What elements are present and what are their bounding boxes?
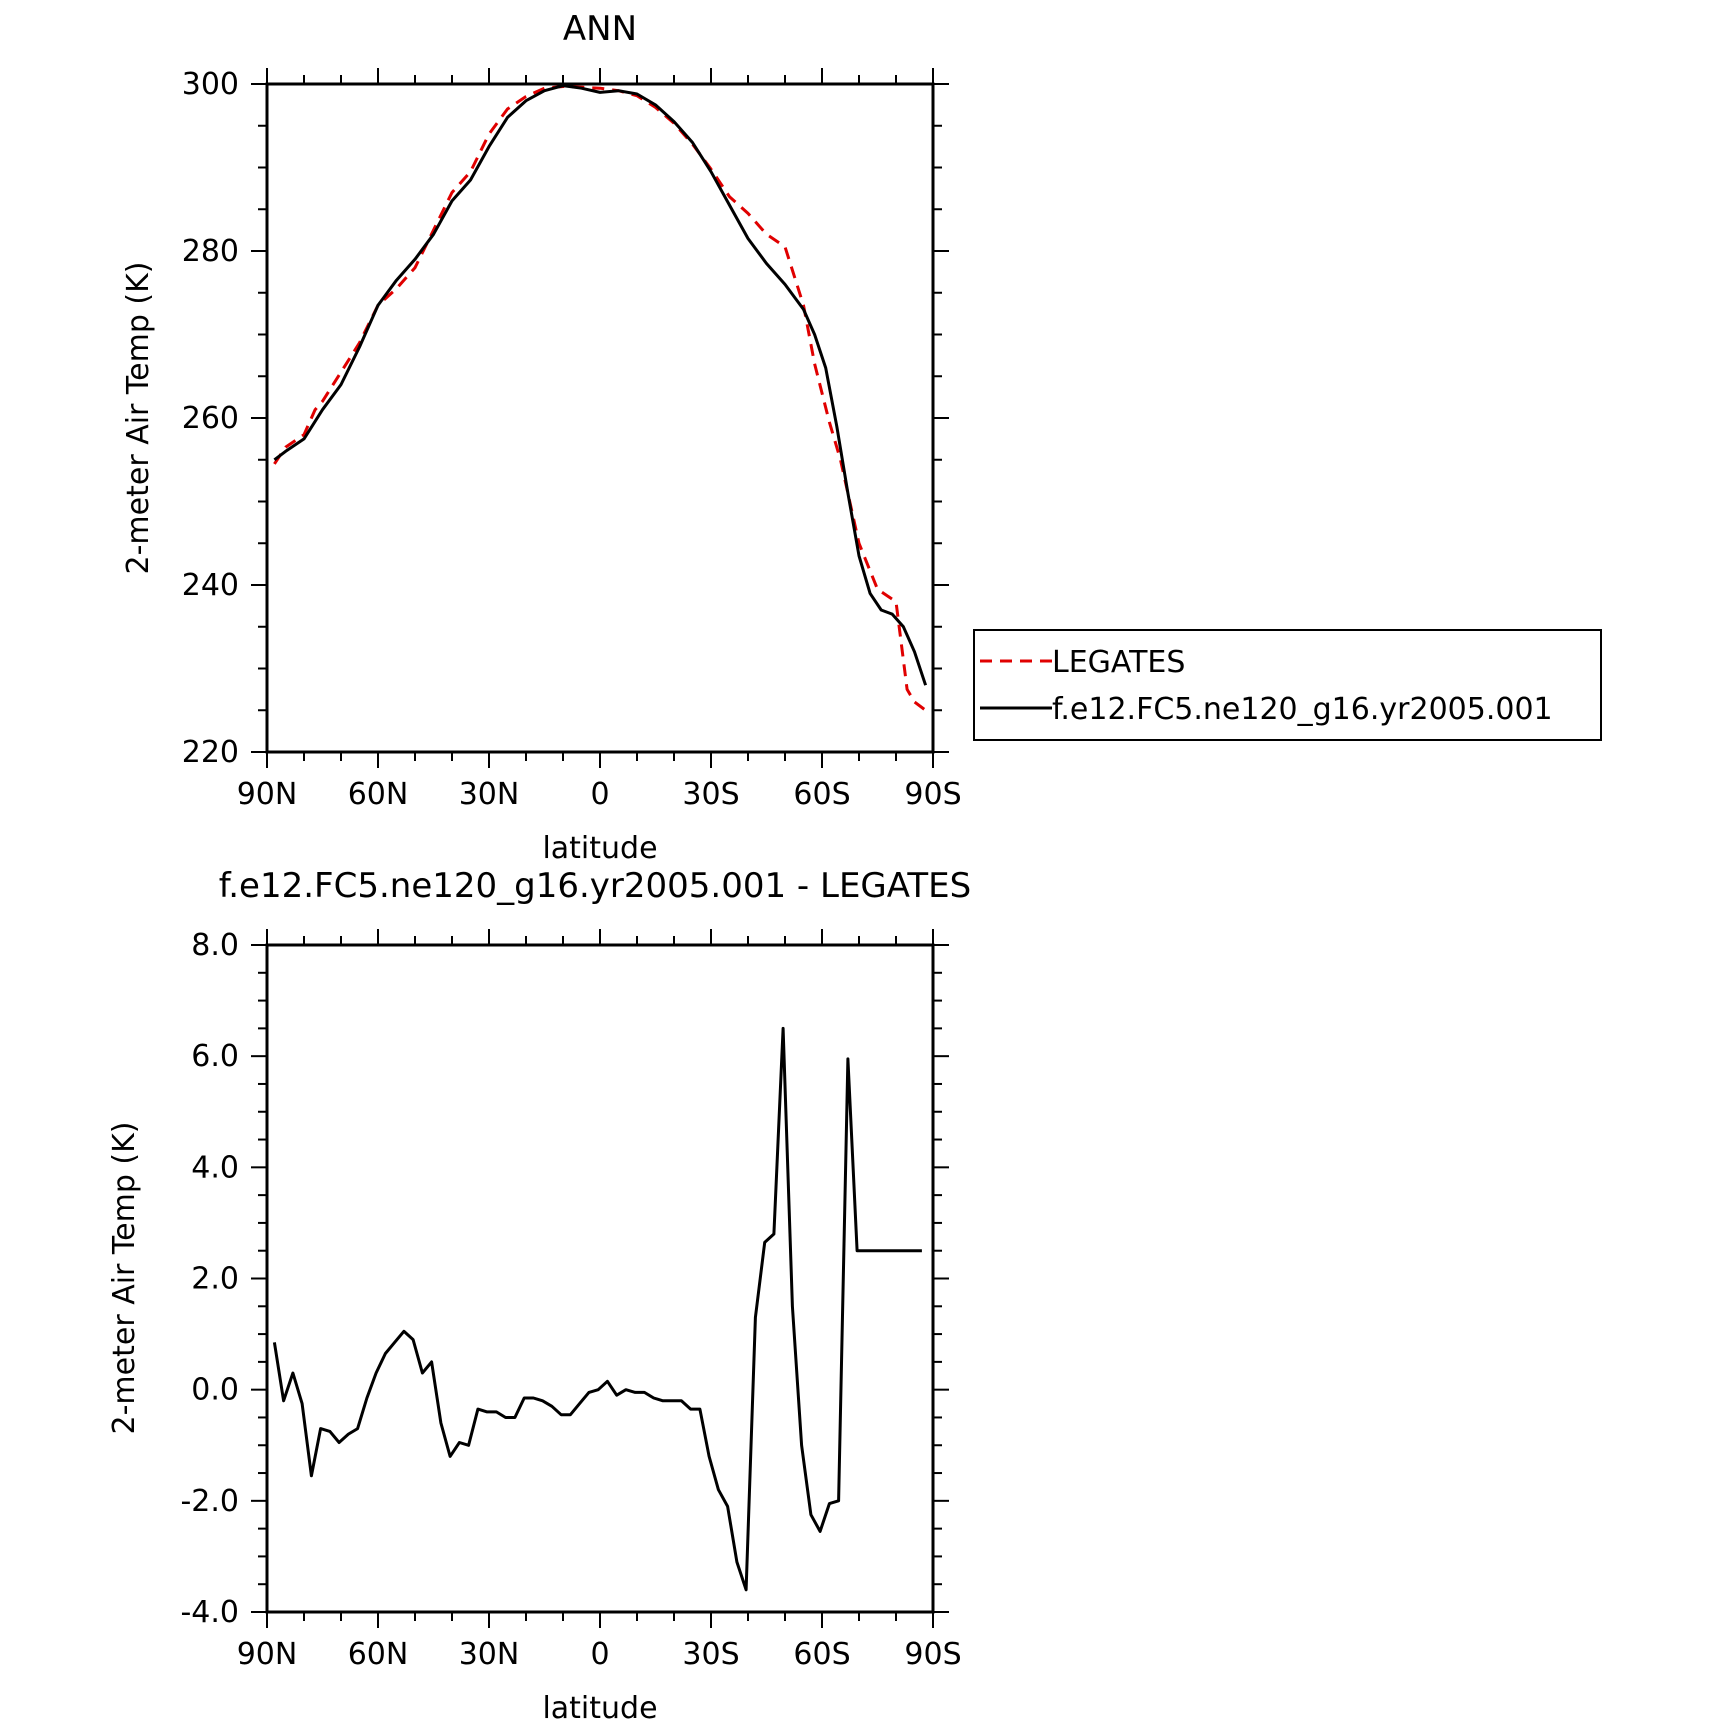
series-line-legates (273, 85, 927, 712)
bottom-chart-title: f.e12.FC5.ne120_g16.yr2005.001 - LEGATES (219, 866, 971, 906)
x-tick-label: 90S (904, 1637, 961, 1672)
y-tick-label: 6.0 (191, 1039, 239, 1074)
y-tick-label: 0.0 (191, 1373, 239, 1408)
legend: LEGATES f.e12.FC5.ne120_g16.yr2005.001 (973, 629, 1602, 741)
legend-label-legates: LEGATES (1052, 645, 1185, 680)
top-chart-title: ANN (563, 9, 637, 49)
x-tick-label: 90N (237, 777, 298, 812)
y-tick-label: 240 (182, 568, 239, 603)
series-line-difference (272, 1026, 922, 1592)
top-plot-frame (265, 82, 935, 754)
x-tick-label: 60N (348, 1637, 409, 1672)
x-tick-label: 30N (459, 777, 520, 812)
bottom-panel: f.e12.FC5.ne120_g16.yr2005.001 - LEGATES… (107, 866, 971, 1723)
x-tick-label: 60S (793, 1637, 850, 1672)
x-tick-label: 60N (348, 777, 409, 812)
y-tick-label: 4.0 (191, 1150, 239, 1185)
x-tick-label: 30S (682, 777, 739, 812)
series-line-f-e12-fc5-ne120-g16-yr2005-001 (273, 84, 928, 686)
x-tick-label: 90S (904, 777, 961, 812)
y-tick-label: 280 (182, 234, 239, 269)
y-tick-label: 8.0 (191, 928, 239, 963)
y-tick-label: 2.0 (191, 1262, 239, 1297)
x-tick-label: 30N (459, 1637, 520, 1672)
y-tick-label: -4.0 (180, 1595, 239, 1630)
top-y-axis-label: 2-meter Air Temp (K) (121, 262, 156, 575)
top-x-axis-label: latitude (542, 831, 657, 866)
bottom-plot-frame (265, 943, 935, 1614)
y-tick-label: 220 (182, 735, 239, 770)
x-tick-label: 30S (682, 1637, 739, 1672)
legend-label-model: f.e12.FC5.ne120_g16.yr2005.001 (1052, 692, 1553, 727)
x-tick-label: 0 (590, 777, 609, 812)
x-tick-label: 90N (237, 1637, 298, 1672)
x-tick-label: 60S (793, 777, 850, 812)
x-tick-label: 0 (590, 1637, 609, 1672)
bottom-y-axis-label: 2-meter Air Temp (K) (107, 1122, 142, 1435)
y-tick-label: 260 (182, 401, 239, 436)
legend-box (973, 629, 1602, 741)
y-tick-label: -2.0 (180, 1484, 239, 1519)
y-tick-label: 300 (182, 67, 239, 102)
bottom-x-axis-label: latitude (542, 1691, 657, 1723)
